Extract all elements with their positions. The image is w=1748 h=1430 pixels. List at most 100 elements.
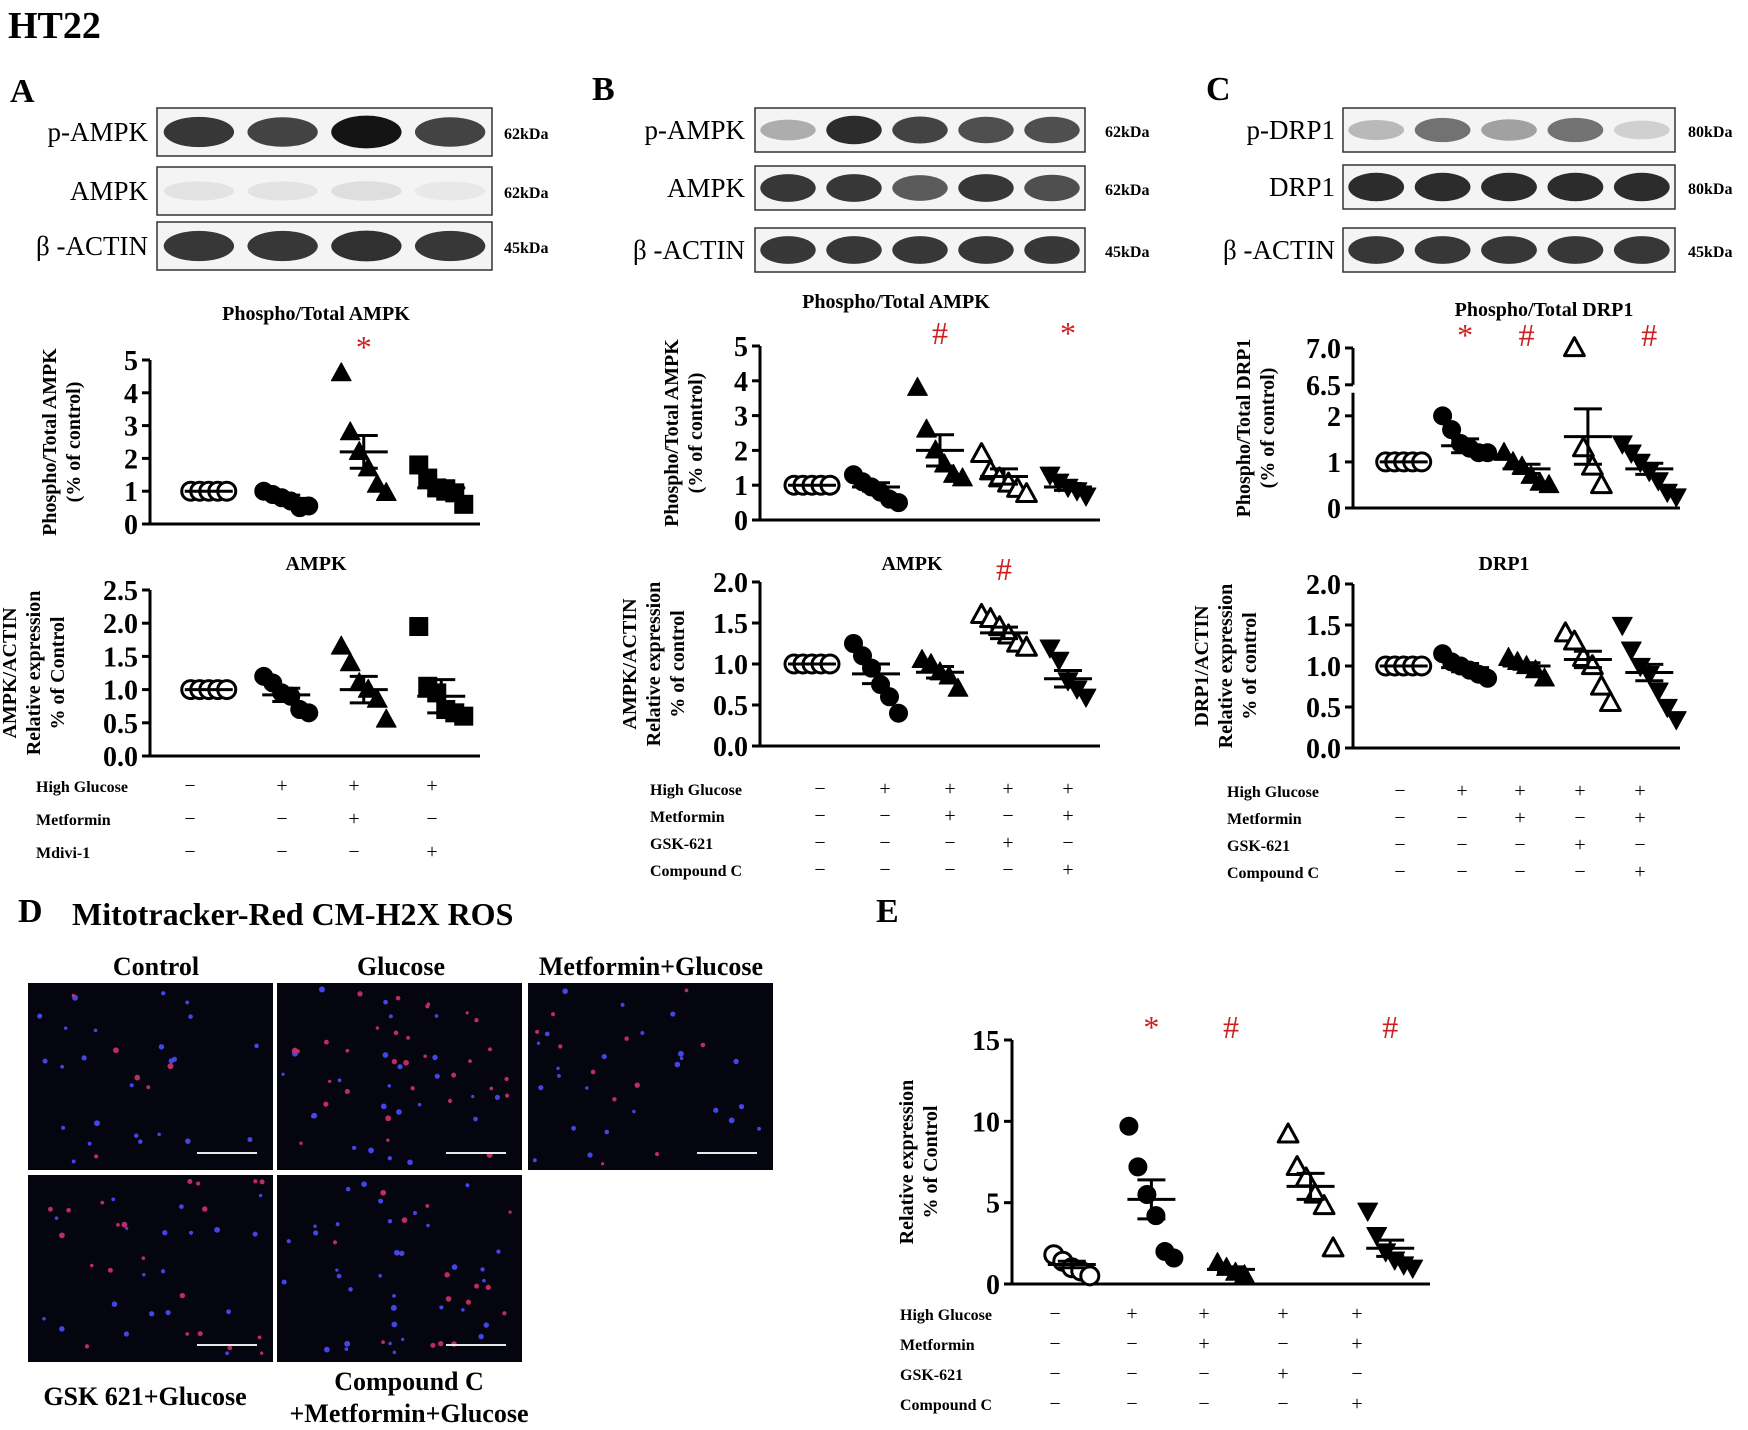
cell — [214, 1226, 220, 1233]
cell — [451, 1072, 457, 1078]
condition-sign: − — [944, 832, 955, 854]
condition-sign: − — [1049, 1333, 1060, 1355]
y-tick-label: 0.5 — [713, 691, 748, 722]
data-point — [1563, 629, 1586, 651]
cell — [281, 1072, 285, 1076]
condition-sign: + — [1351, 1333, 1362, 1355]
condition-sign: − — [1574, 807, 1585, 829]
data-point — [1048, 651, 1070, 671]
cell — [471, 1094, 475, 1099]
cell — [348, 1287, 353, 1292]
condition-sign: + — [1062, 859, 1073, 881]
y-tick-label: 0.5 — [103, 709, 138, 740]
cell — [434, 1073, 440, 1079]
conditions-a: High Glucose − + + + Metformin − − + − Mdivi-1 − − − + — [36, 775, 438, 863]
significance-marker: * — [1060, 315, 1076, 351]
blot-band — [1414, 172, 1471, 202]
blot-kda: 80kDa — [1688, 124, 1732, 141]
cell — [488, 1047, 492, 1052]
y-axis-label: Relative expression — [23, 591, 45, 756]
condition-sign: + — [1634, 807, 1645, 829]
cell — [141, 1256, 146, 1260]
condition-label: Metformin — [36, 812, 111, 829]
cell — [323, 1039, 329, 1045]
cell — [504, 1093, 510, 1098]
condition-sign: − — [276, 808, 287, 830]
condition-label: Compound C — [1227, 865, 1319, 882]
cell — [713, 1107, 719, 1113]
condition-sign: + — [1198, 1333, 1209, 1355]
condition-label: GSK-621 — [650, 836, 713, 853]
data-point — [1164, 1248, 1184, 1268]
data-group: # — [1207, 1009, 1255, 1284]
cell — [161, 991, 166, 996]
y-axis-label: % of control — [667, 610, 689, 718]
chart-title: Phospho/Total DRP1 — [1455, 299, 1634, 321]
blot-band — [1547, 172, 1604, 202]
cell — [257, 1335, 262, 1340]
data-group — [970, 442, 1038, 504]
micrograph-tile: GSK 621+Glucose — [28, 1175, 273, 1411]
blot-label: β -ACTIN — [633, 235, 745, 265]
cell — [590, 1069, 596, 1075]
y-tick-label: 1 — [1327, 448, 1341, 479]
data-point — [1433, 406, 1453, 426]
data-point — [1146, 1206, 1166, 1226]
blot-band — [760, 236, 816, 264]
condition-sign: − — [944, 859, 955, 881]
condition-sign: − — [1126, 1393, 1137, 1415]
cell — [94, 1120, 100, 1127]
data-point — [907, 376, 928, 396]
y-tick-label: 0 — [986, 1270, 1000, 1301]
condition-sign: + — [944, 805, 955, 827]
cell — [158, 1044, 165, 1050]
cell — [324, 1346, 330, 1353]
data-point — [1572, 436, 1595, 458]
cell — [179, 1292, 186, 1299]
cell — [640, 1031, 645, 1035]
significance-marker: # — [932, 315, 948, 351]
cell — [107, 1267, 113, 1273]
blot-band — [414, 181, 486, 201]
cell — [286, 1239, 291, 1244]
cell — [393, 1030, 399, 1036]
data-group — [1498, 646, 1555, 687]
cell — [387, 1156, 392, 1161]
blot-band — [331, 230, 402, 262]
data-point — [1234, 1264, 1255, 1284]
condition-sign: + — [1514, 780, 1525, 802]
micrograph-label: Compound C — [334, 1367, 484, 1396]
cell — [123, 1331, 129, 1337]
cell — [600, 1162, 605, 1166]
cell — [391, 1321, 398, 1328]
data-point — [1075, 688, 1097, 708]
cell — [538, 1085, 544, 1091]
data-point — [330, 362, 352, 382]
cell — [412, 1211, 418, 1216]
cell — [116, 1223, 120, 1227]
y-axis-label: Relative expression — [896, 1080, 918, 1245]
cell — [425, 1204, 430, 1208]
condition-sign: − — [1394, 807, 1405, 829]
y-tick-label: 0.0 — [713, 732, 748, 763]
condition-sign: + — [348, 808, 359, 830]
condition-sign: − — [1198, 1363, 1209, 1385]
data-point — [1357, 1202, 1379, 1222]
cell — [281, 1279, 287, 1285]
conditions-c: High Glucose − + + + + Metformin − − + − + GSK-621 − −… — [1227, 780, 1646, 883]
data-group — [1375, 655, 1433, 677]
y-tick-label: 1 — [124, 477, 138, 508]
blot-band — [1481, 172, 1537, 202]
blot-band — [1613, 236, 1670, 264]
y-axis-label: (% of control) — [685, 373, 707, 494]
blot-band — [892, 236, 948, 264]
cell — [179, 1204, 184, 1209]
condition-sign: + — [879, 778, 890, 800]
cell — [674, 1061, 681, 1068]
condition-sign: − — [1002, 859, 1013, 881]
blot-band — [826, 174, 882, 202]
cell — [60, 1064, 65, 1069]
data-group — [1611, 616, 1687, 731]
data-point — [454, 706, 474, 726]
